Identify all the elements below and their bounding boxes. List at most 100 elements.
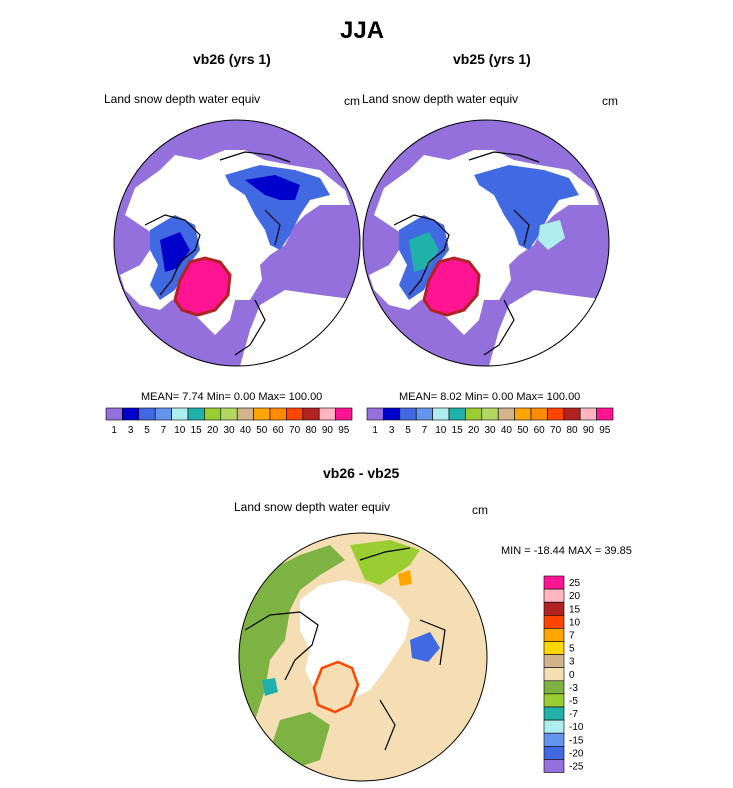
colorbar-vb26-tick-label: 40	[240, 425, 252, 436]
map-vb26-border	[113, 119, 361, 367]
colorbar-vb26-tick-label: 70	[289, 425, 301, 436]
colorbar-diff-swatch	[543, 588, 565, 603]
colorbar-vb25-swatch	[596, 407, 614, 421]
colorbar-diff-tick-label: 20	[569, 591, 581, 602]
colorbar-vb26-swatch	[122, 407, 140, 421]
colorbar-diff-swatch	[543, 654, 565, 668]
colorbar-vb25-tick-label: 15	[452, 425, 464, 436]
colorbar-vb26-tick-label: 1	[111, 425, 117, 436]
colorbar-vb25-tick-label: 10	[435, 425, 447, 436]
map-vb26-greenland	[175, 258, 230, 315]
panel-vb25-stats: MEAN= 8.02 Min= 0.00 Max= 100.00	[399, 391, 581, 403]
colorbar-diff-swatch	[543, 732, 565, 747]
colorbar-diff-tick-label: 3	[569, 657, 575, 668]
colorbar-vb25-swatch	[547, 407, 565, 421]
colorbar-diff-tick-label: 7	[569, 630, 575, 641]
colorbar-vb25-swatch	[563, 407, 581, 421]
panel-diff-title: vb26 - vb25	[323, 465, 400, 481]
panel-vb26-title: vb26 (yrs 1)	[193, 51, 271, 67]
colorbar-vb26-swatch	[286, 407, 304, 421]
colorbar-vb26-tick-label: 15	[191, 425, 203, 436]
colorbar-diff-swatch	[543, 693, 565, 708]
colorbar-diff-tick-label: -20	[569, 748, 584, 759]
colorbar-vb25: 1 3 5 7 10 15 20 30 40 50 60 70 80 90 95	[366, 407, 614, 436]
panel-vb26-variable: Land snow depth water equiv	[104, 92, 261, 106]
colorbar-vb25-swatch	[514, 407, 532, 421]
map-vb26-snow-navy	[160, 232, 190, 272]
colorbar-diff: 25 20 15 10 7 5 3 0 -3 -5 -7 -10 -15 -20 -25	[543, 575, 584, 773]
colorbar-vb26-tick-label: 5	[144, 425, 150, 436]
colorbar-vb26-tick-label: 50	[256, 425, 268, 436]
colorbar-vb26-swatch	[171, 407, 189, 421]
colorbar-vb25-swatch	[497, 407, 515, 421]
colorbar-vb25-tick-label: 30	[484, 425, 496, 436]
colorbar-vb26-swatch	[138, 407, 156, 421]
colorbar-vb26-swatch	[269, 407, 287, 421]
colorbar-vb26-swatch	[187, 407, 205, 421]
colorbar-diff-tick-label: -15	[569, 735, 584, 746]
map-diff-greenland-rim	[312, 660, 360, 714]
map-vb25-snow-teal	[409, 232, 439, 272]
colorbar-vb26: 1 3 5 7 10 15 20 30 40 50 60 70 80 90 95	[105, 407, 353, 436]
colorbar-vb26-tick-label: 60	[273, 425, 285, 436]
colorbar-diff-tick-label: 15	[569, 604, 581, 615]
colorbar-diff-tick-label: 10	[569, 617, 581, 628]
colorbar-vb25-swatch	[399, 407, 417, 421]
colorbar-vb26-swatch	[220, 407, 238, 421]
colorbar-vb25-tick-label: 50	[517, 425, 529, 436]
colorbar-vb25-tick-label: 90	[583, 425, 595, 436]
colorbar-vb25-tick-label: 3	[389, 425, 395, 436]
colorbar-vb25-tick-label: 20	[468, 425, 480, 436]
colorbar-vb26-tick-label: 7	[161, 425, 167, 436]
colorbar-vb26-swatch	[154, 407, 172, 421]
colorbar-diff-swatch	[543, 745, 565, 760]
map-vb26-greenland-rim	[173, 256, 232, 317]
colorbar-vb26-tick-label: 30	[223, 425, 235, 436]
colorbar-vb26-swatch	[335, 407, 353, 421]
colorbar-diff-swatch	[543, 759, 565, 773]
colorbar-diff-tick-label: -5	[569, 696, 578, 707]
map-vb25-coast	[393, 151, 540, 356]
map-vb26-snow-north-navy	[245, 175, 300, 200]
colorbar-vb25-tick-label: 1	[372, 425, 378, 436]
colorbar-diff-tick-label: -25	[569, 761, 584, 772]
colorbar-diff-swatch	[543, 680, 565, 695]
colorbar-diff-tick-label: 0	[569, 670, 575, 681]
colorbar-diff-tick-label: -10	[569, 722, 584, 733]
colorbar-vb26-swatch	[302, 407, 320, 421]
map-vb26	[114, 120, 360, 366]
map-diff-green-north	[350, 540, 420, 585]
colorbar-vb25-swatch	[366, 407, 384, 421]
colorbar-vb25-swatch	[448, 407, 466, 421]
colorbar-vb25-swatch	[383, 407, 401, 421]
map-diff-coast	[244, 547, 446, 751]
map-diff-green-west	[239, 545, 345, 720]
map-diff-orange-patch	[398, 570, 412, 586]
colorbar-diff-tick-label: -3	[569, 683, 578, 694]
colorbar-vb25-tick-label: 40	[501, 425, 513, 436]
map-diff	[239, 533, 487, 781]
colorbar-vb25-tick-label: 5	[405, 425, 411, 436]
colorbar-vb25-tick-label: 80	[566, 425, 578, 436]
colorbar-diff-swatch	[543, 601, 565, 616]
panel-diff-units: cm	[472, 503, 488, 517]
colorbar-vb26-swatch	[253, 407, 271, 421]
colorbar-vb26-tick-label: 3	[128, 425, 134, 436]
map-vb25	[363, 120, 609, 366]
colorbar-diff-swatch	[543, 706, 565, 721]
map-vb25-greenland-rim	[422, 256, 481, 317]
colorbar-vb25-swatch	[481, 407, 499, 421]
panel-vb25-title: vb25 (yrs 1)	[453, 51, 531, 67]
colorbar-vb26-tick-label: 10	[174, 425, 186, 436]
colorbar-diff-tick-label: -7	[569, 709, 578, 720]
colorbar-vb25-tick-label: 70	[550, 425, 562, 436]
colorbar-diff-tick-label: 5	[569, 644, 575, 655]
map-diff-greenland	[314, 662, 358, 712]
panel-vb25-units: cm	[602, 94, 618, 108]
colorbar-diff-swatch	[543, 575, 565, 590]
colorbar-diff-tick-label: 25	[569, 578, 581, 589]
panel-diff-variable: Land snow depth water equiv	[234, 500, 391, 514]
figure-title: JJA	[340, 17, 385, 44]
map-vb26-snow-north-blue	[225, 165, 330, 250]
